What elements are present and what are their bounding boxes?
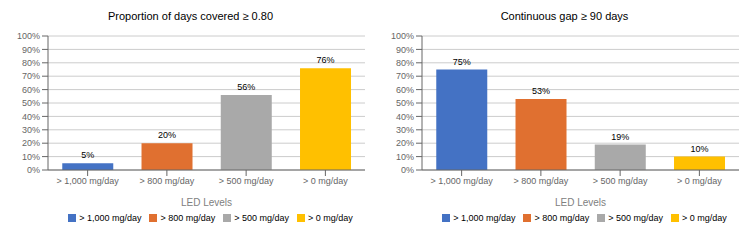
html-text:> 500 mg/day: > 500 mg/day <box>234 213 289 223</box>
svg-text:75%: 75% <box>453 57 471 67</box>
html-text:> 0 mg/day: > 0 mg/day <box>308 213 353 223</box>
svg-text:LED Levels: LED Levels <box>181 197 232 208</box>
svg-text:> 0 mg/day: > 0 mg/day <box>303 176 348 186</box>
svg-text:40%: 40% <box>396 112 414 122</box>
svg-text:100%: 100% <box>17 31 40 41</box>
svg-text:56%: 56% <box>237 82 255 92</box>
svg-text:0%: 0% <box>401 165 414 175</box>
svg-text:70%: 70% <box>22 71 40 81</box>
svg-text:> 1,000 mg/day: > 1,000 mg/day <box>430 176 493 186</box>
html-text:Continuous gap ≥ 90 days: Continuous gap ≥ 90 days <box>500 10 629 22</box>
svg-text:20%: 20% <box>158 130 176 140</box>
html-text:> 0 mg/day: > 0 mg/day <box>682 213 727 223</box>
svg-text:LED Levels: LED Levels <box>555 197 606 208</box>
html-text:Proportion of days covered ≥ 0: Proportion of days covered ≥ 0.80 <box>108 10 273 22</box>
svg-text:10%: 10% <box>22 152 40 162</box>
svg-text:30%: 30% <box>396 125 414 135</box>
svg-text:53%: 53% <box>532 86 550 96</box>
svg-text:20%: 20% <box>396 138 414 148</box>
svg-text:> 0 mg/day: > 0 mg/day <box>677 176 722 186</box>
svg-text:90%: 90% <box>396 45 414 55</box>
svg-text:5%: 5% <box>81 150 94 160</box>
svg-text:90%: 90% <box>22 45 40 55</box>
svg-text:60%: 60% <box>396 85 414 95</box>
svg-text:> 800 mg/day: > 800 mg/day <box>513 176 568 186</box>
html-text:> 1,000 mg/day: > 1,000 mg/day <box>453 213 516 223</box>
svg-text:19%: 19% <box>611 132 629 142</box>
svg-text:50%: 50% <box>22 98 40 108</box>
svg-text:10%: 10% <box>691 144 709 154</box>
html-text:> 500 mg/day: > 500 mg/day <box>608 213 663 223</box>
svg-text:> 1,000 mg/day: > 1,000 mg/day <box>56 176 119 186</box>
html-text:> 1,000 mg/day: > 1,000 mg/day <box>79 213 142 223</box>
svg-text:70%: 70% <box>396 71 414 81</box>
svg-text:> 500 mg/day: > 500 mg/day <box>593 176 648 186</box>
svg-text:100%: 100% <box>391 31 414 41</box>
svg-text:> 500 mg/day: > 500 mg/day <box>219 176 274 186</box>
svg-text:80%: 80% <box>396 58 414 68</box>
svg-text:80%: 80% <box>22 58 40 68</box>
svg-text:0%: 0% <box>27 165 40 175</box>
svg-text:60%: 60% <box>22 85 40 95</box>
svg-text:50%: 50% <box>396 98 414 108</box>
svg-text:> 800 mg/day: > 800 mg/day <box>139 176 194 186</box>
svg-text:20%: 20% <box>22 138 40 148</box>
svg-text:40%: 40% <box>22 112 40 122</box>
html-text:> 800 mg/day: > 800 mg/day <box>534 213 590 223</box>
svg-text:10%: 10% <box>396 152 414 162</box>
svg-text:30%: 30% <box>22 125 40 135</box>
svg-text:76%: 76% <box>317 55 335 65</box>
html-text:> 800 mg/day: > 800 mg/day <box>160 213 216 223</box>
